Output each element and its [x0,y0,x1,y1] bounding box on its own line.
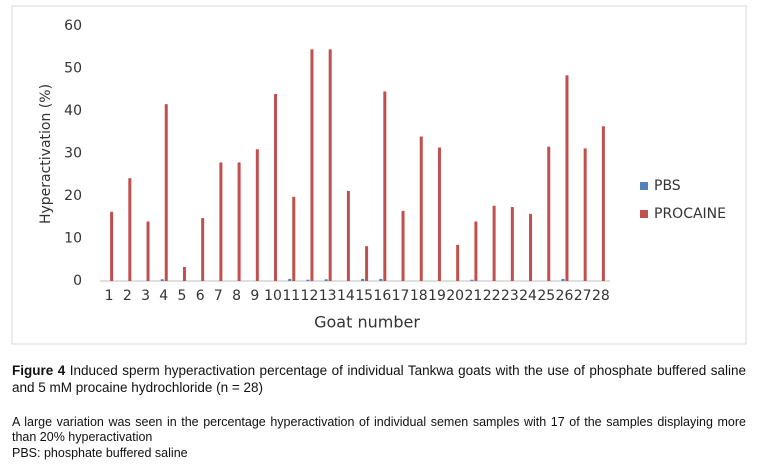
bar [110,211,114,281]
legend-swatch [640,182,648,190]
x-tick-label: 22 [483,288,501,304]
bar [201,218,205,281]
x-tick-label: 14 [337,288,355,304]
x-tick-label: 27 [574,288,592,304]
chart-frame [11,5,747,345]
bar [492,205,496,281]
bar [601,126,605,281]
bar [182,266,186,281]
x-tick-label: 2 [123,288,132,304]
y-axis-label: Hyperactivation (%) [38,84,54,224]
bar [365,246,369,281]
y-tick-label: 30 [64,146,82,162]
x-tick-label: 17 [392,288,410,304]
x-tick-label: 1 [105,288,114,304]
bar [565,75,569,281]
x-tick-label: 20 [446,288,464,304]
x-tick-label: 16 [373,288,391,304]
y-tick-label: 40 [64,103,82,119]
note: A large variation was seen in the percen… [12,415,746,444]
caption: Figure 4 Induced sperm hyperactivation p… [12,362,746,396]
bar [274,94,278,281]
chart: Hyperactivation (%) Goat number 0 10 20 30 4… [11,5,747,345]
x-tick-label: 4 [159,288,168,304]
bar [583,148,587,281]
bar [529,213,533,281]
bar [361,278,365,281]
y-tick-label: 60 [64,18,82,34]
y-tick-label: 0 [73,273,82,289]
bar [237,162,241,281]
bar [419,136,423,281]
bar [306,279,310,281]
y-tick-label: 50 [64,61,82,77]
x-axis-label: Goat number [314,313,420,332]
caption-text: Induced sperm hyperactivation percentage… [12,363,746,395]
bar [292,196,296,281]
x-tick-label: 6 [196,288,205,304]
legend-swatch [640,210,648,218]
bar [288,278,292,281]
x-tick-label: 9 [250,288,259,304]
x-tick-label: 21 [464,288,482,304]
bar [561,278,565,281]
bar [379,278,383,281]
bar [310,49,314,281]
bar [324,279,328,281]
x-tick-label: 7 [214,288,223,304]
bar [219,162,223,281]
x-tick-label: 3 [141,288,150,304]
x-tick-label: 15 [355,288,373,304]
y-tick-label: 10 [64,231,82,247]
x-tick-label: 26 [556,288,574,304]
bar [146,221,150,281]
bar [456,244,460,281]
bar [328,49,332,281]
x-tick-label: 13 [319,288,337,304]
x-tick-label: 24 [519,288,537,304]
bar [510,207,514,281]
x-tick-label: 12 [301,288,319,304]
bar [160,279,164,281]
caption-label: Figure 4 [12,363,66,378]
legend-label: PBS [654,178,681,194]
x-tick-label: 28 [592,288,610,304]
x-tick-label: 10 [264,288,282,304]
bar [547,146,551,281]
bar [437,147,441,281]
bar [474,221,478,281]
bar [164,104,168,281]
legend-label: PROCAINE [654,206,726,222]
x-tick-label: 23 [501,288,519,304]
bar [383,91,387,281]
bar [401,210,405,281]
x-tick-label: 11 [282,288,300,304]
bar [255,149,259,281]
y-tick-label: 20 [64,188,82,204]
x-tick-label: 18 [410,288,428,304]
x-tick-label: 8 [232,288,241,304]
bar [346,190,350,281]
x-tick-label: 5 [178,288,187,304]
bar [470,279,474,281]
bar [128,178,132,281]
note: PBS: phosphate buffered saline [12,446,188,460]
x-tick-label: 19 [428,288,446,304]
x-tick-label: 25 [537,288,555,304]
